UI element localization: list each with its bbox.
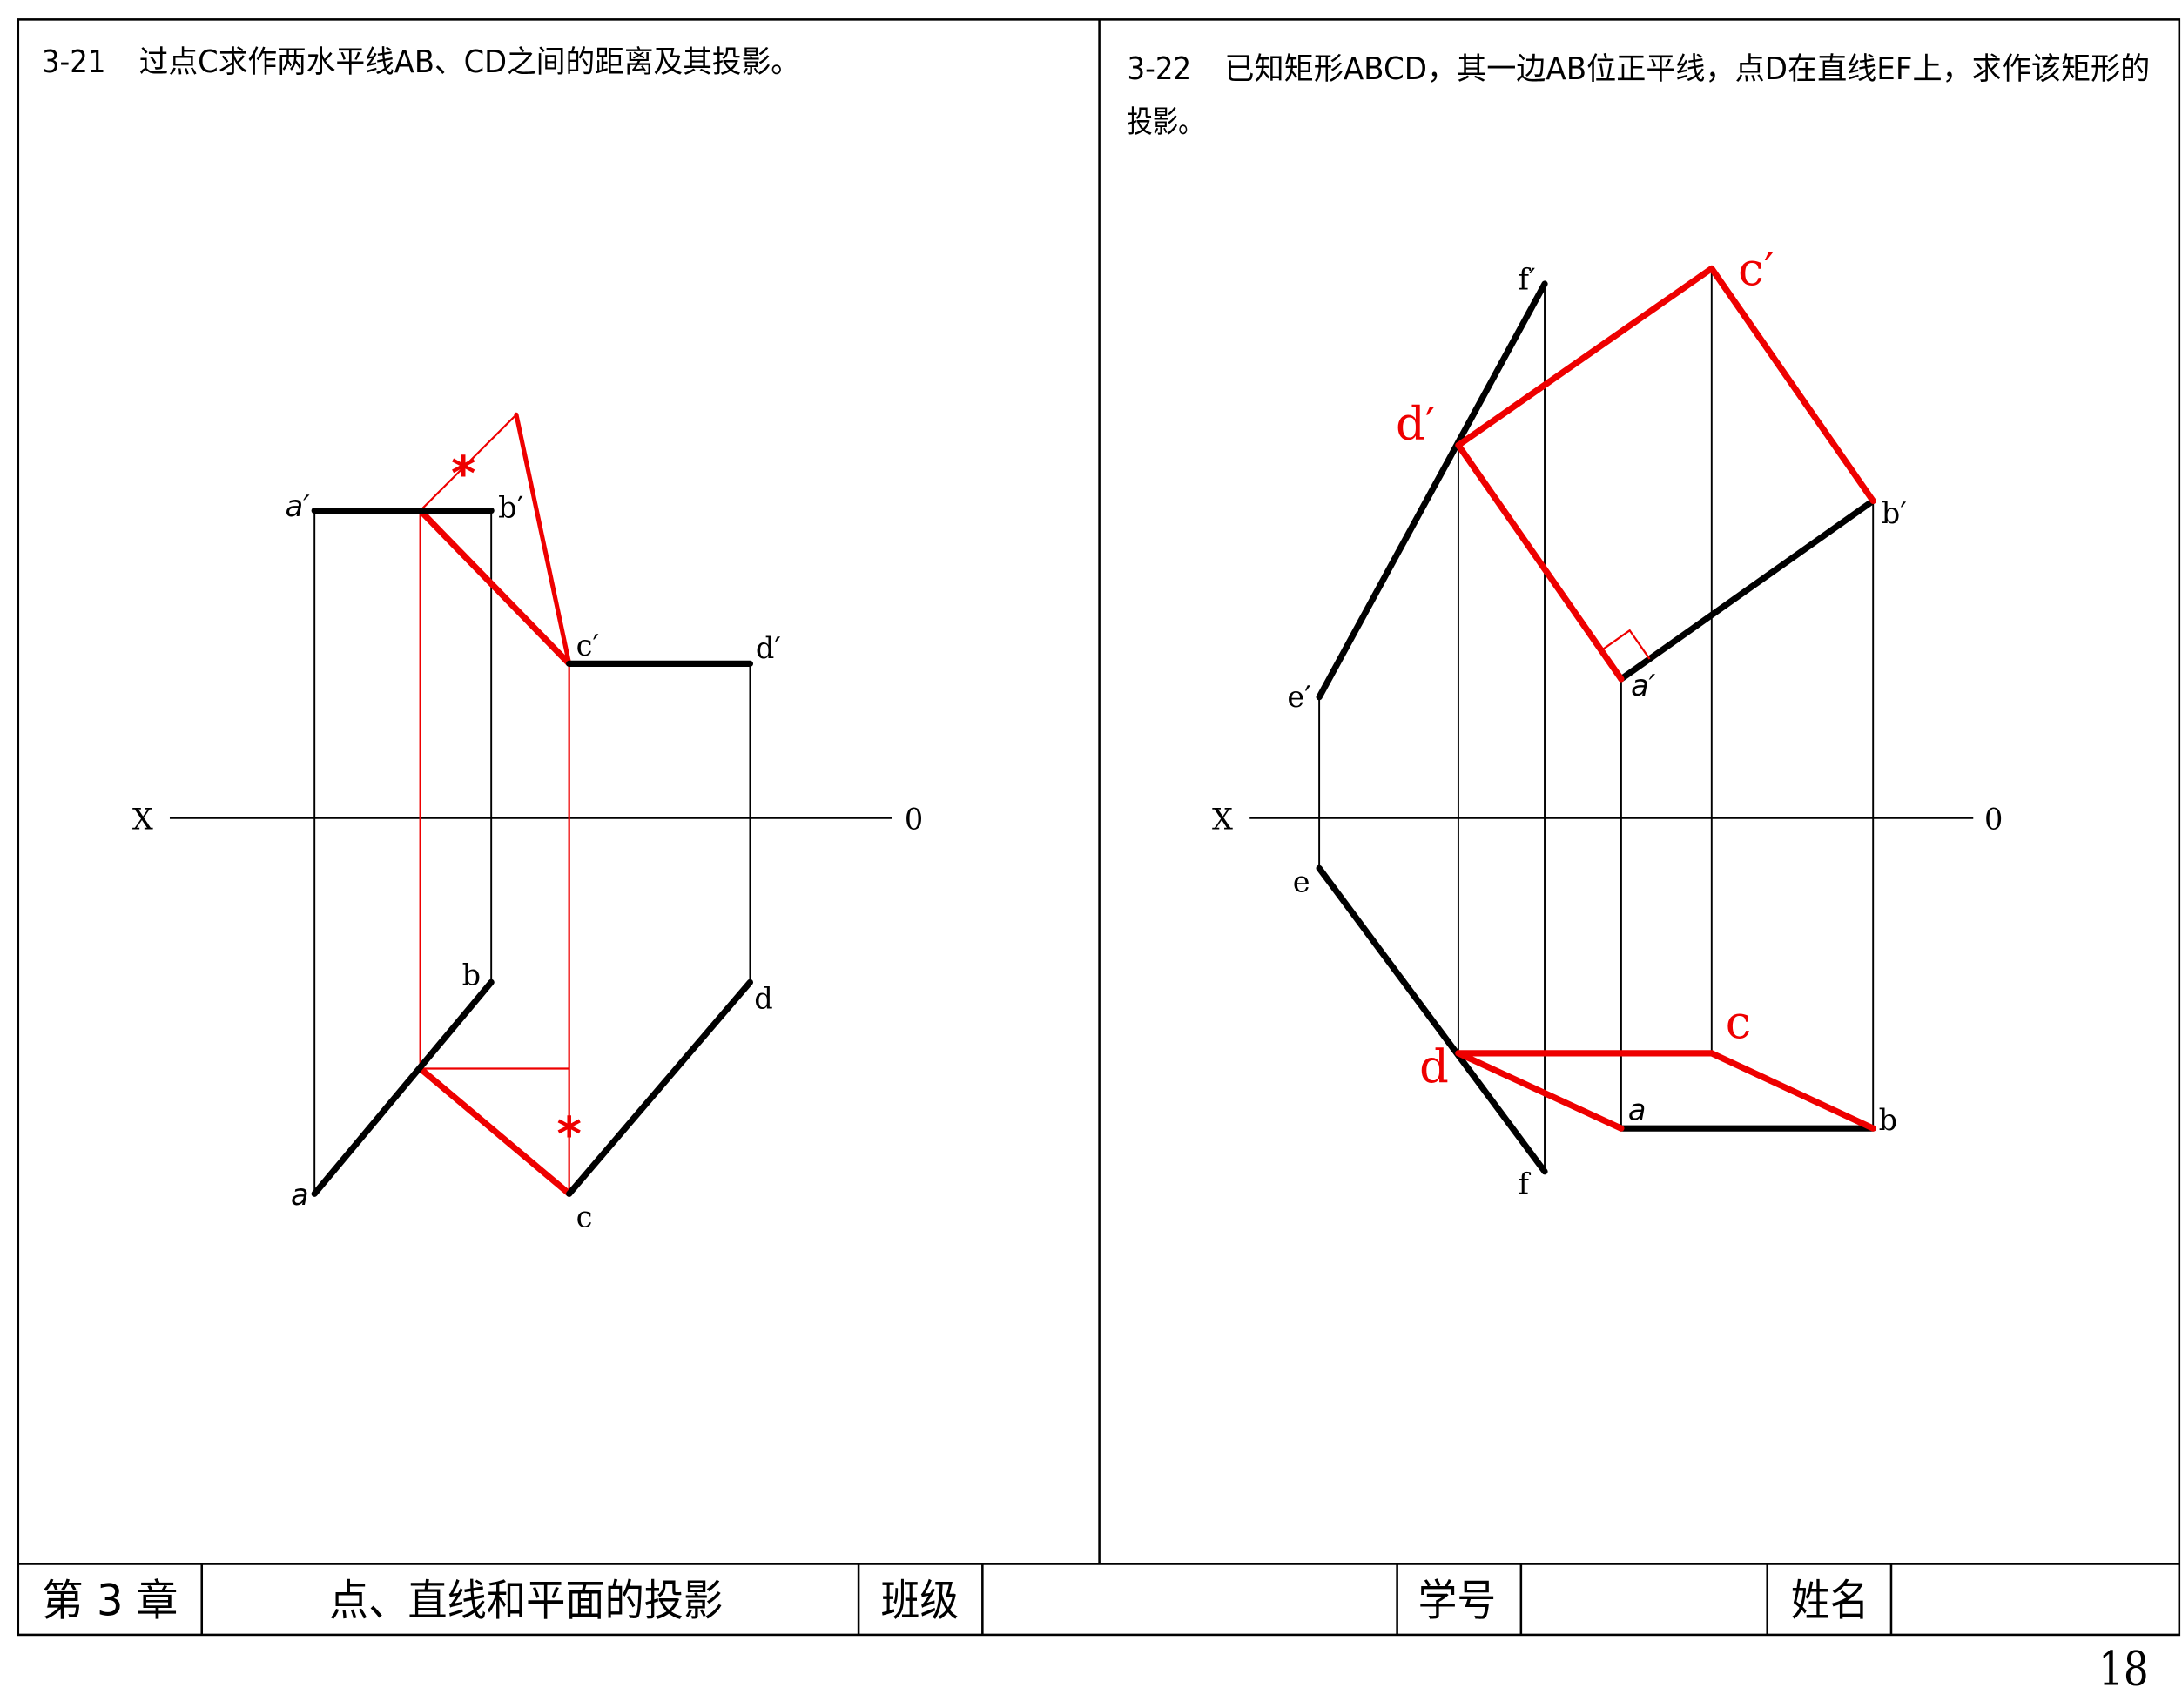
- label-b: b: [462, 958, 481, 992]
- line-ab-top-view: [311, 978, 495, 1197]
- chapter-title: 点、直线和平面的投影: [329, 1576, 723, 1626]
- label-d-prime: d′: [1396, 398, 1436, 451]
- problem-3-21-panel: 3-21 过点C求作两水平线AB、CD之间的距离及其投影。 X 0 * * a′…: [42, 44, 923, 1234]
- label-e-prime: e′: [1287, 680, 1310, 714]
- label-e: e: [1293, 864, 1310, 898]
- right-angle-marker: [1600, 629, 1651, 660]
- label-b: b: [1879, 1103, 1897, 1137]
- line-ef-front-view: [1316, 280, 1548, 701]
- outer-border: [17, 18, 2181, 1637]
- label-a-prime: a′: [1631, 669, 1656, 703]
- page-number: 18: [2098, 1641, 2149, 1696]
- label-f: f: [1519, 1167, 1532, 1200]
- right-triangle-leg: [419, 414, 517, 512]
- problem-title-line-2: 投影。: [1128, 104, 1204, 140]
- rectangle-edge-cb-top: [1708, 1050, 1876, 1132]
- line-ef-top-view: [1316, 864, 1548, 1175]
- label-a: a: [1628, 1093, 1647, 1127]
- equal-length-mark: *: [451, 447, 475, 501]
- problem-number: 3-21: [42, 44, 106, 80]
- label-b-prime: b′: [1882, 496, 1907, 530]
- origin-label: 0: [1984, 803, 2003, 837]
- rectangle-edge-dc-front: [1455, 265, 1715, 449]
- footer-table: 第 3 章 点、直线和平面的投影 班级 学号 姓名: [42, 1576, 1869, 1626]
- equal-length-mark: *: [556, 1107, 581, 1162]
- true-length-hypotenuse: [514, 412, 572, 666]
- label-b-prime: b′: [498, 491, 523, 525]
- problem-number: 3-22: [1128, 51, 1192, 87]
- problem-title-line-1: 已知矩形ABCD，其一边AB位正平线，点D在直线EF上，求作该矩形的: [1224, 51, 2150, 87]
- distance-line-top-view: [417, 1065, 573, 1197]
- label-d: d: [754, 982, 772, 1016]
- label-a: a: [291, 1178, 309, 1212]
- class-label: 班级: [881, 1576, 960, 1626]
- problem-3-22-panel: 3-22 已知矩形ABCD，其一边AB位正平线，点D在直线EF上，求作该矩形的 …: [1128, 51, 2151, 1200]
- student-id-label: 学号: [1418, 1576, 1496, 1626]
- label-c: c: [576, 1200, 593, 1234]
- rectangle-edge-cb-front: [1708, 265, 1876, 504]
- name-label: 姓名: [1791, 1576, 1869, 1626]
- x-axis-label: X: [132, 803, 153, 837]
- page-frame: [17, 18, 2181, 1637]
- origin-label: 0: [905, 803, 923, 837]
- rectangle-edge-da-top: [1455, 1050, 1625, 1132]
- label-d-prime: d′: [756, 631, 781, 665]
- x-axis-label: X: [1212, 803, 1233, 837]
- line-ab-front-view: [1618, 497, 1876, 683]
- label-c-prime: c′: [1738, 244, 1775, 297]
- label-f-prime: f′: [1519, 262, 1536, 296]
- label-c: c: [1726, 996, 1752, 1049]
- label-c-prime: c′: [576, 629, 599, 662]
- label-a-prime: a′: [286, 489, 311, 523]
- problem-title: 过点C求作两水平线AB、CD之间的距离及其投影。: [139, 44, 800, 80]
- line-cd-top-view: [566, 978, 754, 1197]
- rectangle-edge-da-front: [1455, 441, 1625, 683]
- label-d: d: [1419, 1040, 1449, 1093]
- distance-line-front-view: [417, 507, 573, 667]
- chapter-number: 第 3 章: [42, 1576, 178, 1626]
